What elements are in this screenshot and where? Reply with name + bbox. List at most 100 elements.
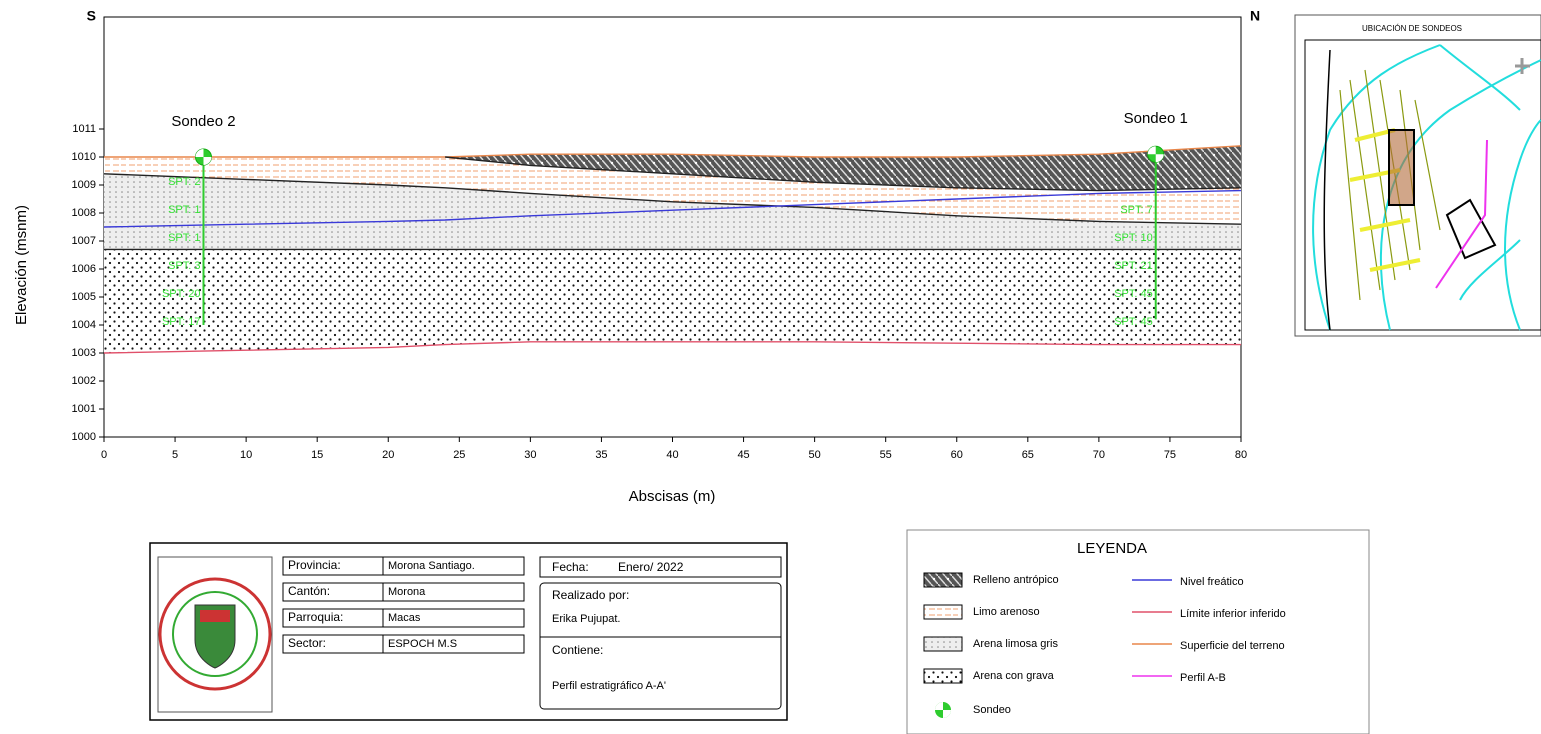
logo: [158, 577, 272, 691]
info-label: Contiene:: [552, 643, 603, 657]
series-line: [104, 145, 1242, 158]
info-cell: [539, 556, 782, 578]
x-tick-label: 80: [1235, 449, 1247, 461]
legend-label: Arena con grava: [973, 670, 1055, 682]
x-tick-label: 0: [101, 449, 107, 461]
info-value: Morona: [388, 586, 426, 598]
legend: Relleno antrópico Limo arenoso Arena limos…: [923, 572, 1286, 718]
legend-swatch: [923, 668, 963, 684]
info-cell: [282, 582, 525, 602]
info-value: Macas: [388, 612, 421, 624]
spt-label: SPT: 21: [1114, 260, 1153, 272]
legend-title: LEYENDA: [1077, 540, 1147, 557]
spt-label: SPT: 45: [1114, 316, 1153, 328]
layer: [104, 173, 1241, 250]
info-label: Provincia:: [288, 558, 341, 572]
y-tick-label: 1009: [72, 179, 96, 191]
info-value: Enero/ 2022: [618, 560, 684, 574]
y-tick-label: 1004: [72, 319, 96, 331]
series-line: [445, 156, 1242, 192]
legend-label: Límite inferior inferido: [1180, 608, 1286, 620]
y-tick-label: 1008: [72, 207, 96, 219]
legend-label: Relleno antrópico: [973, 574, 1059, 586]
x-tick-label: 25: [453, 449, 465, 461]
borehole-name: Sondeo 1: [1124, 110, 1188, 127]
y-tick-label: 1006: [72, 263, 96, 275]
x-tick-label: 65: [1022, 449, 1034, 461]
spt-label: SPT: 1: [168, 232, 200, 244]
y-tick-label: 1001: [72, 403, 96, 415]
legend-swatch: [923, 572, 963, 588]
spt-label: SPT: 20: [162, 288, 201, 300]
info-cell: [282, 556, 525, 576]
spt-label: SPT: 3: [168, 260, 200, 272]
series-line: [103, 189, 1242, 228]
series-line: [103, 173, 1242, 225]
legend-swatch: [923, 604, 963, 620]
legend-swatch: [935, 702, 951, 718]
y-tick-label: 1003: [72, 347, 96, 359]
y-tick-label: 1000: [72, 431, 96, 443]
legend-label: Sondeo: [973, 704, 1011, 716]
spt-label: SPT: 10: [1114, 232, 1153, 244]
info-label: Fecha:: [552, 560, 589, 574]
borehole-symbol-cut: [1147, 146, 1164, 163]
layers: [104, 145, 1242, 353]
info-label: Parroquia:: [288, 610, 343, 624]
x-tick-label: 20: [382, 449, 394, 461]
x-tick-label: 60: [951, 449, 963, 461]
map-drawing: [1312, 44, 1541, 331]
y-axis-label: Elevación (msnm): [13, 205, 30, 325]
x-tick-label: 50: [809, 449, 821, 461]
x-tick-label: 35: [595, 449, 607, 461]
spt-label: SPT: 7: [1120, 204, 1152, 216]
legend-label: Superficie del terreno: [1180, 640, 1285, 652]
borehole-name: Sondeo 2: [171, 113, 235, 130]
x-tick-label: 70: [1093, 449, 1105, 461]
series-line: [103, 341, 1241, 354]
y-tick-label: 1005: [72, 291, 96, 303]
spt-label: SPT: 2: [168, 176, 200, 188]
x-tick-label: 45: [737, 449, 749, 461]
info-value: Morona Santiago.: [388, 560, 475, 572]
info-value: Perfil estratigráfico A-A': [552, 680, 666, 692]
layer: [445, 145, 1242, 191]
y-tick-label: 1007: [72, 235, 96, 247]
map-title: UBICACIÓN DE SONDEOS: [1362, 24, 1462, 33]
legend-label: Limo arenoso: [973, 606, 1040, 618]
end-label: N: [1250, 8, 1260, 24]
info-label: Cantón:: [288, 584, 330, 598]
info-label: Sector:: [288, 636, 326, 650]
x-tick-label: 15: [311, 449, 323, 461]
info-cell: [282, 634, 525, 654]
info-cell: [539, 582, 782, 710]
y-tick-label: 1002: [72, 375, 96, 387]
spt-label: SPT: 17: [162, 316, 201, 328]
x-tick-label: 30: [524, 449, 536, 461]
borehole-symbol-cut: [195, 149, 212, 165]
info-value: Erika Pujupat.: [552, 613, 620, 625]
x-tick-label: 10: [240, 449, 252, 461]
x-tick-label: 55: [880, 449, 892, 461]
spt-label: SPT: 1: [168, 204, 200, 216]
end-label: S: [87, 8, 96, 24]
x-tick-label: 5: [172, 449, 178, 461]
map-area: [1304, 39, 1541, 331]
layer: [104, 249, 1241, 353]
info-cell: [282, 608, 525, 628]
info-label: Realizado por:: [552, 588, 629, 602]
x-axis-label: Abscisas (m): [629, 488, 716, 505]
info-value: ESPOCH M.S: [388, 638, 457, 650]
info-rows: Provincia: Morona Santiago. Cantón: Morona P…: [282, 556, 525, 654]
y-tick-label: 1010: [72, 151, 96, 163]
x-tick-label: 40: [666, 449, 678, 461]
legend-label: Perfil A-B: [1180, 672, 1226, 684]
legend-swatch: [923, 636, 963, 652]
legend-frame: [906, 529, 1370, 734]
legend-label: Arena limosa gris: [973, 638, 1058, 650]
spt-label: SPT: 45: [1114, 288, 1153, 300]
x-tick-label: 75: [1164, 449, 1176, 461]
legend-label: Nivel freático: [1180, 576, 1244, 588]
y-tick-label: 1011: [72, 123, 96, 135]
